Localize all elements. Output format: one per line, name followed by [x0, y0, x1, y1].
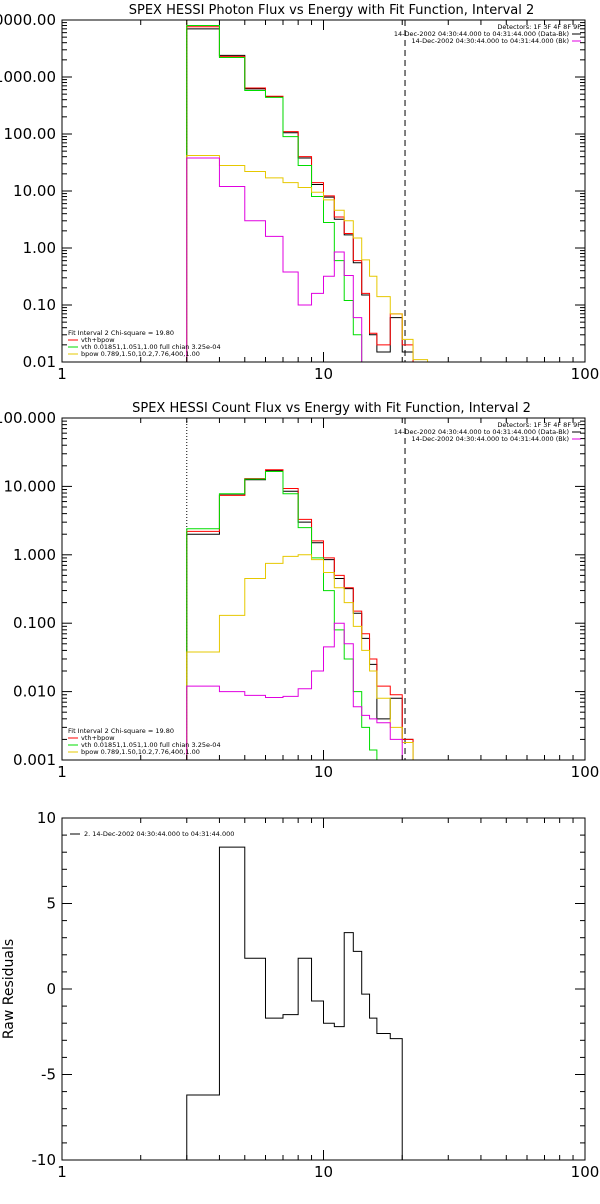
legend-entry-bottom-left: vth 0.01851,1.051,1.00 full chian 3.25e-…	[81, 343, 221, 351]
chart-panel-3: 1 10 100 -10 -5 0 5 10 Raw Residuals 2. 14-Dec-20…	[1, 809, 599, 1181]
y-axis-label: Raw Residuals	[1, 939, 17, 1039]
legend-entry-bottom-left: Fit Interval 2 Chi-square = 19.80	[68, 727, 174, 735]
y-tick-label: 100.00	[4, 125, 57, 143]
series-line-2	[186, 26, 414, 362]
x-tick-label: 10	[314, 365, 333, 383]
y-tick-label: 10	[37, 809, 56, 827]
chart-panel-2: 1 10 100 0.001 0.010 0.100 1.000 10.000 100.000 S…	[0, 401, 599, 781]
y-tick-label: 0.100	[13, 614, 56, 632]
series-group	[186, 469, 414, 760]
series-line-5	[186, 622, 403, 760]
chart-panel-1: 1 10 100 0.01 0.10 1.00 10.00 100.00 1000.00 1000…	[0, 3, 599, 383]
legend-entry-bottom-left: bpow 0.789,1.50,10.2,7.76,400,1.00	[81, 350, 200, 358]
y-tick-label: 0.001	[13, 751, 56, 769]
series-line-1	[186, 28, 414, 362]
chart-title: SPEX HESSI Count Flux vs Energy with Fit…	[132, 401, 531, 416]
x-tick-label: 1	[57, 365, 67, 383]
series-line-1	[186, 470, 414, 760]
plot-frame	[61, 817, 586, 1161]
y-tick-label: 100.000	[0, 409, 56, 427]
y-tick-label: 1000.00	[0, 68, 56, 86]
y-tick-label: -10	[32, 1151, 57, 1169]
series-group	[186, 25, 429, 362]
series-line-3	[186, 471, 378, 760]
legend-entry-bottom-left: vth+bpow	[81, 336, 115, 344]
legend-entry-top-right: 14-Dec-2002 04:30:44.000 to 04:31:44.000…	[394, 428, 569, 436]
legend-entry-bottom-left: Fit Interval 2 Chi-square = 19.80	[68, 329, 174, 337]
y-tick-label: 1.00	[23, 239, 56, 257]
x-tick-label: 100	[571, 1163, 600, 1181]
x-tick-label: 10	[314, 1163, 333, 1181]
legend-entry-top-right: Detectors: 1F 3F 4F 8F 9F	[497, 421, 581, 429]
y-tick-label: 1.000	[13, 546, 56, 564]
legend-entry-top-right: 14-Dec-2002 04:30:44.000 to 04:31:44.000…	[412, 37, 570, 45]
x-tick-label: 100	[571, 763, 600, 781]
legend-entry-top-right: Detectors: 1F 3F 4F 8F 9F	[497, 23, 581, 31]
series-line-3	[186, 25, 363, 362]
legend-entry-bottom-left: bpow 0.789,1.50,10.2,7.76,400,1.00	[81, 748, 200, 756]
y-tick-label: 0.10	[23, 296, 56, 314]
series-line-1	[186, 846, 403, 1160]
legend-entry-top-right: 14-Dec-2002 04:30:44.000 to 04:31:44.000…	[394, 30, 569, 38]
x-tick-label: 1	[57, 1163, 67, 1181]
series-line-4	[186, 554, 414, 760]
y-tick-label: 10.00	[13, 182, 56, 200]
legend-entry-bottom-left: vth+bpow	[81, 734, 115, 742]
legend-entry-top-left: 2. 14-Dec-2002 04:30:44.000 to 04:31:44.…	[84, 830, 234, 838]
legend-entry-bottom-left: vth 0.01851,1.051,1.00 full chian 3.25e-…	[81, 741, 221, 749]
y-tick-label: 5	[46, 895, 56, 913]
x-tick-label: 10	[314, 763, 333, 781]
series-line-4	[186, 154, 429, 362]
series-line-5	[186, 157, 363, 362]
chart-title: SPEX HESSI Photon Flux vs Energy with Fi…	[129, 3, 535, 18]
y-tick-label: 10.000	[4, 477, 57, 495]
series-group	[186, 846, 403, 1160]
y-tick-label: -5	[41, 1066, 56, 1084]
y-tick-label: 10000.00	[0, 11, 56, 29]
y-tick-label: 0	[46, 980, 56, 998]
y-tick-label: 0.010	[13, 683, 56, 701]
x-tick-label: 100	[571, 365, 600, 383]
legend-entry-top-right: 14-Dec-2002 04:30:44.000 to 04:31:44.000…	[412, 435, 570, 443]
y-tick-label: 0.01	[23, 353, 56, 371]
x-tick-label: 1	[57, 763, 67, 781]
